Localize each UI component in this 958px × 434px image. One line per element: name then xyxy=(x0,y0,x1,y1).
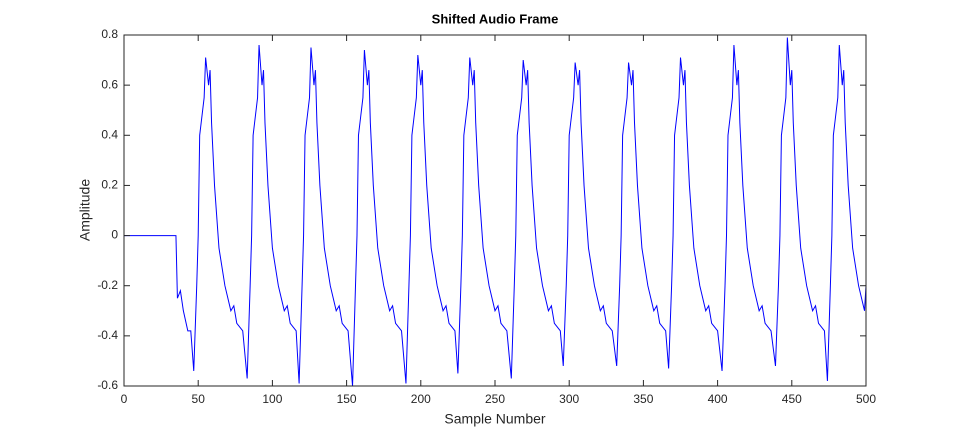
x-tick-label: 50 xyxy=(192,392,206,406)
x-tick-label: 150 xyxy=(337,392,357,406)
x-axis-label: Sample Number xyxy=(444,411,545,427)
chart-title: Shifted Audio Frame xyxy=(432,11,559,26)
y-tick-label: 0.4 xyxy=(101,127,118,141)
x-tick-label: 500 xyxy=(856,392,876,406)
y-tick-label: -0.2 xyxy=(97,278,118,292)
y-tick-label: -0.6 xyxy=(97,378,118,392)
x-tick-label: 100 xyxy=(262,392,282,406)
y-tick-label: -0.4 xyxy=(97,328,118,342)
y-tick-label: 0.8 xyxy=(101,27,118,41)
x-tick-label: 300 xyxy=(559,392,579,406)
x-tick-label: 0 xyxy=(121,392,128,406)
plot-area xyxy=(124,35,866,386)
x-tick-label: 200 xyxy=(411,392,431,406)
x-tick-label: 400 xyxy=(708,392,728,406)
x-tick-label: 350 xyxy=(633,392,653,406)
y-tick-label: 0.2 xyxy=(101,178,118,192)
y-axis-label: Amplitude xyxy=(77,179,93,241)
data-line xyxy=(124,37,867,387)
y-tick-label: 0 xyxy=(111,228,118,242)
x-tick-label: 450 xyxy=(782,392,802,406)
x-tick-label: 250 xyxy=(485,392,505,406)
y-tick-label: 0.6 xyxy=(101,77,118,91)
